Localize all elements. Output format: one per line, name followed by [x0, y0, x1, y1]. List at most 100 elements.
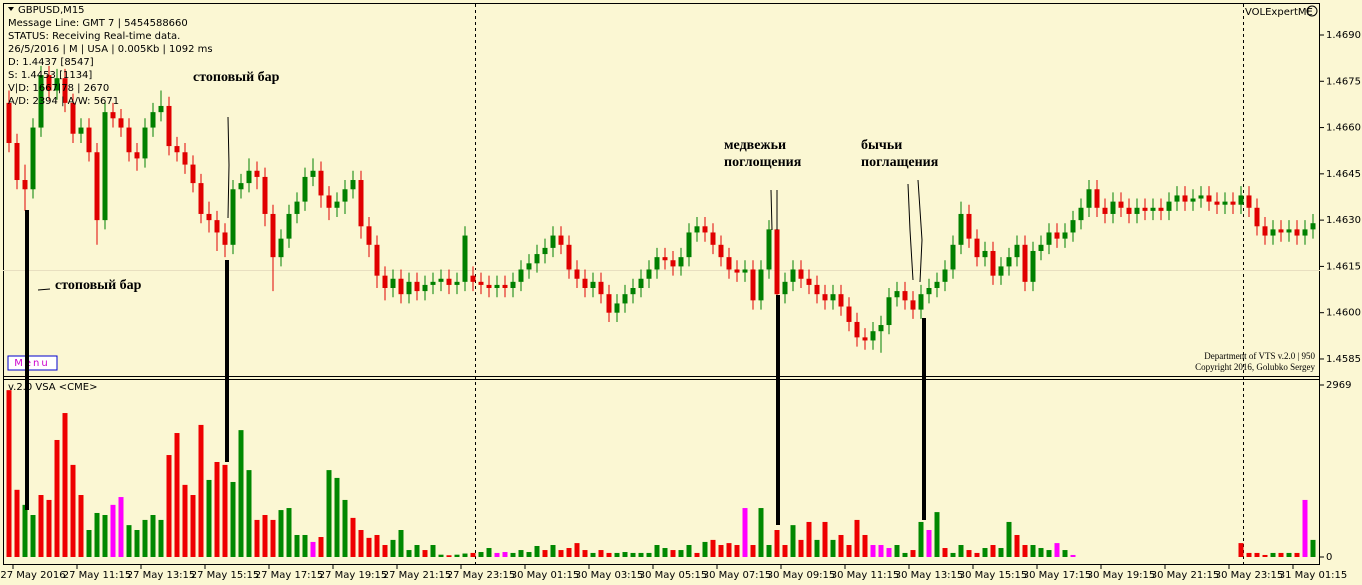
plot-frame — [3, 3, 1320, 565]
volume-bar — [718, 545, 724, 557]
candle-body — [718, 244, 724, 258]
menu-label[interactable]: Menu — [14, 358, 49, 369]
candle-body — [1078, 207, 1084, 221]
candle-body — [854, 321, 860, 338]
volume-bar — [166, 455, 172, 557]
candle-body — [806, 278, 812, 285]
candle-body — [374, 244, 380, 276]
y-tick-label: 1.4690 — [1326, 30, 1361, 41]
candle-body — [1110, 201, 1116, 214]
brand: VOLExpertME — [1245, 7, 1313, 18]
volume-bar — [406, 550, 412, 557]
volume-bar — [1278, 552, 1284, 557]
volume-bar — [1294, 552, 1300, 557]
volume-bar — [94, 512, 100, 557]
info-line: V|D: 1667|78 | 2670 — [8, 83, 109, 94]
candle-body — [1150, 207, 1156, 211]
x-tick-label: 27 May 23:15 — [447, 570, 516, 581]
volume-bar — [54, 439, 60, 557]
candle-body — [470, 275, 476, 282]
volume-bar — [998, 548, 1004, 557]
candle-body — [1238, 195, 1244, 205]
volume-bar — [110, 504, 116, 557]
volume-bar — [822, 521, 828, 557]
candle-body — [574, 269, 580, 279]
volume-bar — [742, 508, 748, 557]
volume-bar — [686, 545, 692, 557]
candle-body — [1198, 195, 1204, 199]
y-tick-label: 0 — [1326, 552, 1332, 563]
y-tick-label: 1.4585 — [1326, 354, 1361, 365]
x-tick-label: 30 May 21:15 — [1151, 570, 1220, 581]
candle-body — [86, 127, 92, 153]
candle-body — [1166, 201, 1172, 211]
candle-body — [998, 266, 1004, 276]
volume-bar — [902, 552, 908, 557]
candle-body — [798, 269, 804, 279]
y-tick-label: 1.4675 — [1326, 76, 1361, 87]
candle-body — [934, 281, 940, 289]
volume-bar — [638, 552, 644, 557]
volume-bar — [430, 545, 436, 557]
volume-bar — [942, 548, 948, 557]
candle-body — [966, 213, 972, 239]
candle-body — [302, 176, 308, 202]
candle-body — [534, 254, 540, 264]
candle-body — [366, 226, 372, 245]
candle-body — [598, 281, 604, 295]
dropdown-icon[interactable] — [8, 7, 14, 11]
candle-body — [686, 232, 692, 258]
candle-body — [238, 183, 244, 190]
volume-bar — [758, 508, 764, 557]
volume-bar — [190, 495, 196, 557]
volume-bar — [142, 519, 148, 557]
volume-bar — [846, 545, 852, 557]
candle-body — [342, 189, 348, 202]
volume-bar — [806, 521, 812, 557]
candle-body — [1030, 250, 1036, 282]
volume-bar — [1270, 552, 1276, 557]
candle-body — [566, 244, 572, 270]
candle-body — [182, 152, 188, 165]
volume-bar — [702, 541, 708, 557]
volume-bar — [838, 534, 844, 557]
volume-bar — [510, 552, 516, 557]
candle-body — [502, 284, 508, 289]
info-line: Message Line: GMT 7 | 5454588660 — [8, 18, 188, 29]
candle-body — [166, 105, 172, 147]
volume-bar — [574, 543, 580, 557]
annotation: стоповый бар — [193, 70, 280, 85]
candle-body — [958, 213, 964, 245]
candle-body — [262, 176, 268, 214]
candle-body — [1310, 223, 1316, 230]
volume-bar — [622, 552, 628, 557]
volume-bar — [174, 433, 180, 557]
candle-body — [390, 278, 396, 289]
candle-body — [838, 294, 844, 307]
candle-body — [558, 235, 564, 245]
candle-body — [22, 180, 28, 190]
candle-body — [654, 257, 660, 270]
menu-button[interactable] — [7, 355, 58, 371]
brand-icon[interactable] — [1306, 5, 1318, 17]
candle-body — [14, 142, 20, 181]
volume-bar — [30, 514, 36, 557]
candle-body — [1014, 244, 1020, 258]
candle-body — [1174, 195, 1180, 202]
volume-bar — [78, 495, 84, 557]
candle-body — [214, 220, 220, 233]
x-tick-label: 30 May 01:15 — [511, 570, 580, 581]
candle-body — [398, 278, 404, 295]
info-line: S: 1.4453 [1134] — [8, 70, 92, 81]
volume-bar — [206, 479, 212, 557]
volume-bar — [1062, 550, 1068, 557]
volume-bar — [710, 539, 716, 557]
candle-body — [1158, 207, 1164, 211]
volume-bar — [310, 541, 316, 557]
candle-body — [438, 278, 444, 282]
candle-body — [622, 294, 628, 304]
volume-bar — [454, 554, 460, 557]
candle-body — [110, 112, 116, 119]
volume-bar — [1238, 543, 1244, 557]
candle-body — [630, 288, 636, 295]
